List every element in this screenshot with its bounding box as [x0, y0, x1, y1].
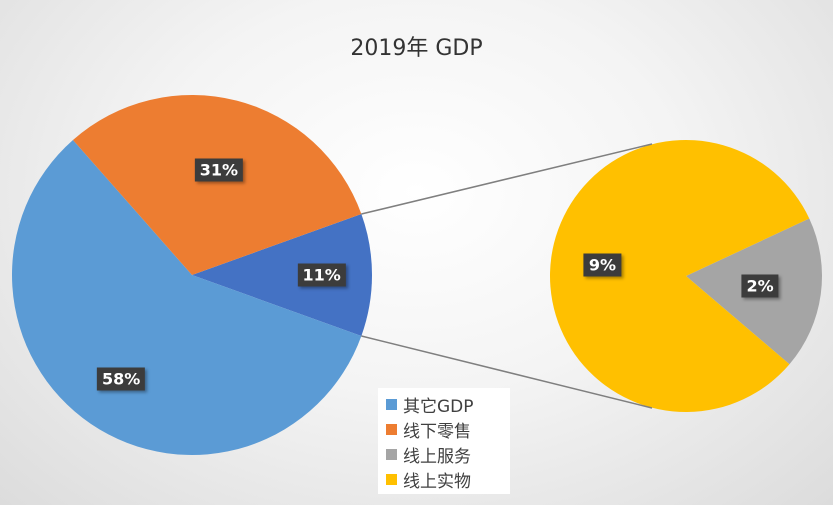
data-label-offline-retail: 31%	[194, 158, 243, 182]
data-label-other-gdp: 58%	[97, 367, 146, 391]
legend-swatch-offline-retail	[386, 424, 397, 435]
legend-swatch-online-goods	[386, 474, 397, 485]
legend-label-online-goods: 线上实物	[403, 472, 471, 492]
slice-offline-retail	[72, 94, 362, 275]
legend-label-other-gdp: 其它GDP	[403, 397, 474, 417]
legend-label-offline-retail: 线下零售	[403, 422, 471, 442]
data-label-online-goods: 9%	[583, 253, 622, 277]
connector-line-top	[361, 143, 653, 215]
legend-item-online-goods: 线上实物	[386, 467, 504, 492]
legend-swatch-other-gdp	[386, 399, 397, 410]
chart-title: 2019年 GDP	[350, 36, 483, 61]
legend-label-online-services: 线上服务	[403, 447, 471, 467]
legend: 其它GDP 线下零售 线上服务 线上实物	[378, 388, 510, 494]
legend-swatch-online-services	[386, 449, 397, 460]
connector-line-bottom	[361, 335, 653, 409]
slice-aggregate-online	[192, 214, 373, 336]
legend-item-online-services: 线上服务	[386, 442, 504, 467]
slice-online-goods	[550, 139, 810, 412]
data-label-aggregate-online: 11%	[297, 263, 346, 287]
legend-item-other-gdp: 其它GDP	[386, 392, 504, 417]
legend-item-offline-retail: 线下零售	[386, 417, 504, 442]
data-label-online-services: 2%	[741, 274, 779, 298]
